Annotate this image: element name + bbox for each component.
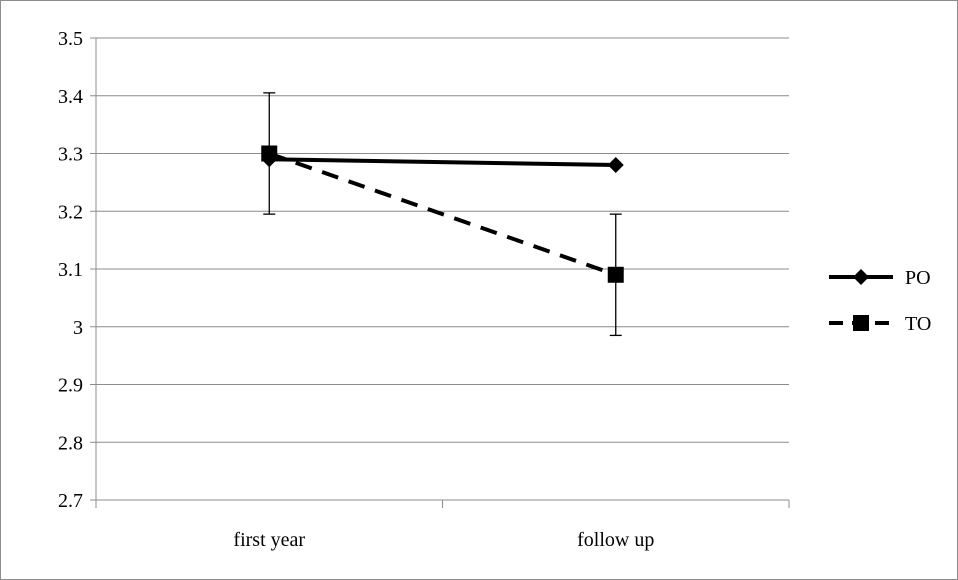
y-tick-label: 3.1 — [58, 259, 83, 281]
y-tick-label: 3.3 — [58, 144, 83, 166]
gridlines — [96, 37, 789, 443]
y-tick-label: 3.2 — [58, 201, 83, 223]
data-point-po — [607, 157, 624, 174]
series-line-to — [268, 151, 617, 277]
axes — [90, 37, 790, 508]
y-tick-label: 2.8 — [58, 432, 83, 454]
series-markers — [261, 145, 624, 283]
y-tick-label: 3.4 — [58, 86, 83, 108]
y-tick-label: 3 — [73, 317, 83, 339]
legend-marker-to — [853, 315, 869, 331]
y-tick-label: 3.5 — [58, 28, 83, 50]
legend-marker-po — [853, 269, 869, 285]
x-tick-label: first year — [233, 529, 305, 551]
legend: PO TO — [829, 267, 931, 335]
y-tick-label: 2.7 — [58, 490, 83, 512]
x-tick-label: follow up — [577, 529, 654, 551]
legend-label-to: TO — [905, 313, 931, 335]
x-tick-labels: first year follow up — [233, 529, 654, 551]
y-tick-labels: 2.7 2.8 2.9 3 3.1 3.2 3.3 3.4 3.5 — [58, 28, 83, 512]
series-line-po — [269, 157, 616, 168]
data-point-to — [261, 145, 278, 162]
y-tick-label: 2.9 — [58, 375, 83, 397]
series-lines — [268, 151, 617, 277]
data-point-to — [607, 266, 624, 283]
legend-label-po: PO — [905, 267, 931, 289]
